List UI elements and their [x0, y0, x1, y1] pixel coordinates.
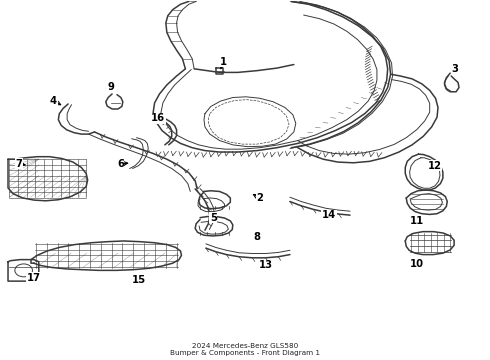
Text: 12: 12: [428, 161, 441, 171]
Text: 2024 Mercedes-Benz GLS580
Bumper & Components - Front Diagram 1: 2024 Mercedes-Benz GLS580 Bumper & Compo…: [170, 343, 320, 356]
Text: 10: 10: [410, 259, 424, 269]
Text: 9: 9: [107, 82, 114, 92]
Text: 15: 15: [131, 275, 146, 285]
Text: 17: 17: [27, 273, 41, 283]
Text: 8: 8: [254, 232, 261, 242]
Text: 3: 3: [452, 64, 459, 74]
Text: 4: 4: [50, 96, 57, 106]
Text: 14: 14: [322, 210, 336, 220]
Text: 11: 11: [410, 216, 424, 226]
Text: 16: 16: [151, 113, 165, 123]
Text: 2: 2: [256, 193, 263, 203]
Text: 7: 7: [16, 159, 23, 169]
Text: 5: 5: [210, 213, 217, 222]
Text: 6: 6: [117, 159, 124, 169]
Text: 1: 1: [220, 57, 226, 67]
Text: 13: 13: [259, 260, 272, 270]
